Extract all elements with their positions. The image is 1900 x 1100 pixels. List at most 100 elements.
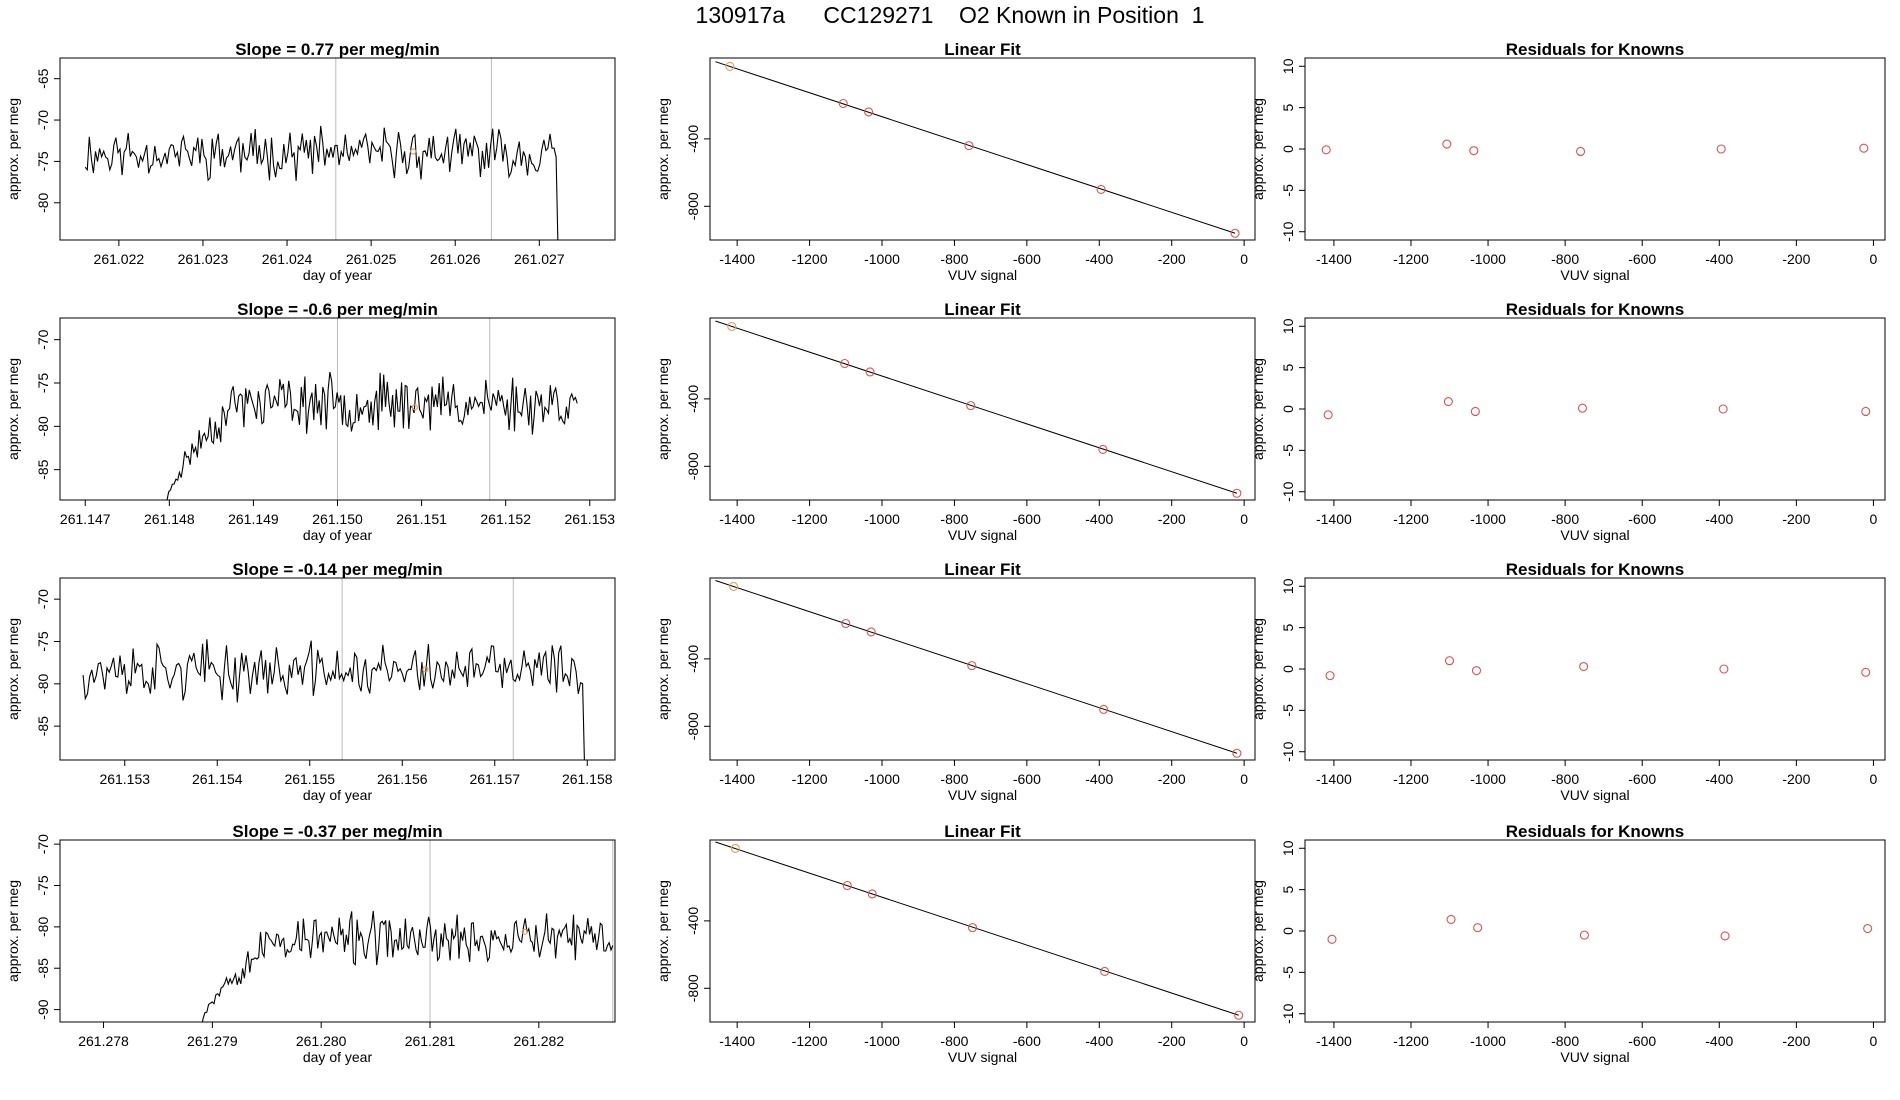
x-tick-label: -1400 [719, 511, 755, 527]
x-tick-label: -1200 [1393, 251, 1429, 267]
x-tick-label: -600 [1013, 511, 1041, 527]
x-tick-label: -1400 [1316, 511, 1352, 527]
x-tick-label: 261.155 [284, 771, 335, 787]
data-point [967, 661, 977, 671]
x-tick-label: -1000 [1470, 771, 1506, 787]
fit-line [715, 841, 1239, 1016]
x-tick-label: 261.278 [78, 1033, 129, 1049]
x-tick-label: -200 [1782, 771, 1810, 787]
x-axis-label: VUV signal [1560, 527, 1629, 543]
x-axis-label: VUV signal [948, 1049, 1017, 1065]
y-tick-label: 0 [1280, 665, 1296, 673]
y-axis-label: approx. per meg [1250, 880, 1266, 982]
x-axis-label: day of year [303, 267, 373, 283]
x-tick-label: -200 [1158, 1033, 1186, 1049]
data-point [1096, 184, 1106, 194]
y-tick-label: -75 [35, 373, 51, 393]
x-tick-label: 261.279 [187, 1033, 238, 1049]
plot-frame [709, 577, 1256, 761]
y-axis-label: approx. per meg [5, 880, 21, 982]
x-axis-label: VUV signal [1560, 1049, 1629, 1065]
x-tick-label: -800 [940, 251, 968, 267]
x-tick-label: -1000 [1470, 511, 1506, 527]
data-point [1579, 661, 1589, 672]
data-point [1321, 145, 1331, 155]
y-tick-label: -800 [685, 712, 701, 740]
x-tick-label: -1200 [1393, 1033, 1429, 1049]
y-tick-label: 10 [1280, 840, 1296, 856]
y-tick-label: -90 [35, 999, 51, 1019]
x-tick-label: -1200 [1393, 511, 1429, 527]
x-tick-label: 261.154 [192, 771, 243, 787]
data-point [730, 843, 740, 853]
chart-title: Linear Fit [944, 560, 1021, 579]
data-point [1230, 228, 1240, 238]
y-tick-label: 10 [1280, 58, 1296, 74]
data-point [1442, 139, 1452, 149]
plot-frame [709, 317, 1256, 501]
y-tick-label: -65 [35, 68, 51, 88]
chart-title: Linear Fit [944, 40, 1021, 59]
data-point [1861, 667, 1871, 677]
x-tick-label: -1200 [792, 1033, 828, 1049]
x-tick-label: 261.023 [178, 251, 229, 267]
x-tick-label: 0 [1240, 511, 1248, 527]
series-line [82, 639, 585, 760]
y-tick-label: -85 [35, 459, 51, 479]
x-tick-label: -1400 [719, 251, 755, 267]
x-tick-label: -600 [1628, 771, 1656, 787]
x-tick-label: 261.153 [99, 771, 150, 787]
data-point [1325, 671, 1335, 681]
x-tick-label: 0 [1240, 1033, 1248, 1049]
x-tick-label: -400 [1085, 771, 1113, 787]
data-point [728, 581, 739, 591]
plot-frame [59, 317, 616, 501]
x-tick-label: 0 [1870, 771, 1878, 787]
x-tick-label: -400 [1705, 251, 1733, 267]
x-tick-label: 0 [1240, 251, 1248, 267]
chart-title: Residuals for Knowns [1506, 822, 1685, 841]
plot-frame [709, 57, 1256, 241]
plot-frame [59, 57, 616, 241]
y-axis-label: approx. per meg [1250, 358, 1266, 460]
figure-title: 130917a CC129271 O2 Known in Position 1 [695, 2, 1205, 28]
data-point [725, 61, 735, 71]
data-point [1579, 930, 1589, 940]
data-point [1099, 704, 1109, 714]
y-tick-label: -80 [35, 917, 51, 937]
x-tick-label: 261.151 [396, 511, 447, 527]
data-point [1470, 406, 1480, 417]
y-axis-label: approx. per meg [1250, 98, 1266, 200]
data-point [867, 889, 877, 899]
y-tick-label: -400 [685, 645, 701, 673]
x-tick-label: 261.149 [228, 511, 279, 527]
y-tick-label: -800 [685, 192, 701, 220]
y-axis-label: approx. per meg [5, 358, 21, 460]
x-tick-label: -200 [1158, 511, 1186, 527]
plot-frame [1304, 57, 1886, 241]
data-point [1575, 146, 1586, 157]
data-point [1716, 144, 1726, 154]
plot-frame [1304, 577, 1886, 761]
plot-area [715, 841, 1244, 1020]
y-tick-label: -80 [35, 416, 51, 436]
y-tick-label: -70 [35, 110, 51, 130]
y-tick-label: -400 [685, 907, 701, 935]
data-point [1473, 923, 1483, 933]
plot-area [1327, 914, 1873, 944]
x-tick-label: 261.282 [514, 1033, 565, 1049]
data-point [1098, 444, 1108, 454]
x-tick-label: -1000 [864, 251, 900, 267]
x-tick-label: -800 [1551, 251, 1579, 267]
y-tick-label: -70 [35, 329, 51, 349]
x-tick-label: -600 [1628, 251, 1656, 267]
x-tick-label: 0 [1240, 771, 1248, 787]
highlight-marker [410, 148, 417, 155]
x-tick-label: -600 [1628, 1033, 1656, 1049]
chart-title: Slope = 0.77 per meg/min [235, 40, 440, 59]
x-tick-label: 261.280 [296, 1033, 347, 1049]
data-point [1232, 748, 1242, 758]
x-tick-label: -200 [1158, 771, 1186, 787]
